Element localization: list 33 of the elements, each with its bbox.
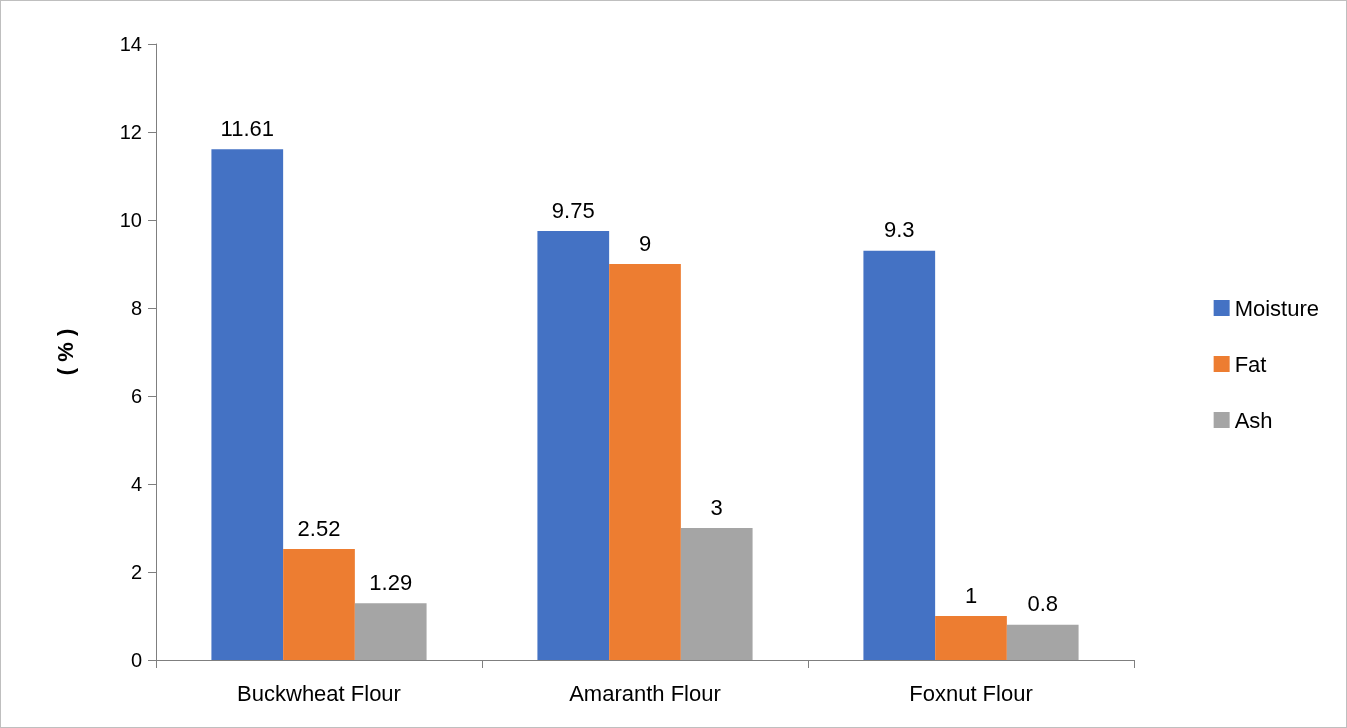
bar <box>609 264 681 660</box>
bar <box>211 149 284 660</box>
x-tick-label: Foxnut Flour <box>909 680 1033 706</box>
data-label: 11.61 <box>220 115 274 141</box>
x-tick-label: Buckwheat Flour <box>237 680 401 706</box>
legend-label: Fat <box>1234 351 1267 377</box>
bar <box>935 616 1007 660</box>
y-tick-label: 12 <box>119 121 142 143</box>
x-tick-label: Amaranth Flour <box>569 680 721 706</box>
data-label: 9.3 <box>883 217 915 243</box>
bar <box>354 603 427 660</box>
bar <box>537 231 610 660</box>
data-label: 0.8 <box>1027 591 1059 617</box>
bar <box>863 250 936 660</box>
y-tick-label: 8 <box>130 297 142 319</box>
data-label: 3 <box>710 494 723 520</box>
y-tick-label: 0 <box>130 649 142 671</box>
y-tick-label: 6 <box>130 385 142 407</box>
data-label: 2.52 <box>297 515 341 541</box>
data-label: 1 <box>964 582 978 608</box>
y-tick-label: 4 <box>130 473 142 495</box>
y-tick-label: 10 <box>119 209 142 231</box>
legend-label: Moisture <box>1234 295 1319 321</box>
y-axis-title: ( % ) <box>52 328 78 376</box>
data-label: 9 <box>638 230 652 256</box>
bar <box>1006 624 1079 660</box>
y-tick-label: 14 <box>119 33 142 55</box>
legend-label: Ash <box>1234 407 1273 433</box>
data-label: 1.29 <box>369 569 413 595</box>
bar <box>283 549 355 660</box>
y-tick-label: 2 <box>130 561 142 583</box>
bar <box>680 528 753 660</box>
data-label: 9.75 <box>551 197 595 223</box>
